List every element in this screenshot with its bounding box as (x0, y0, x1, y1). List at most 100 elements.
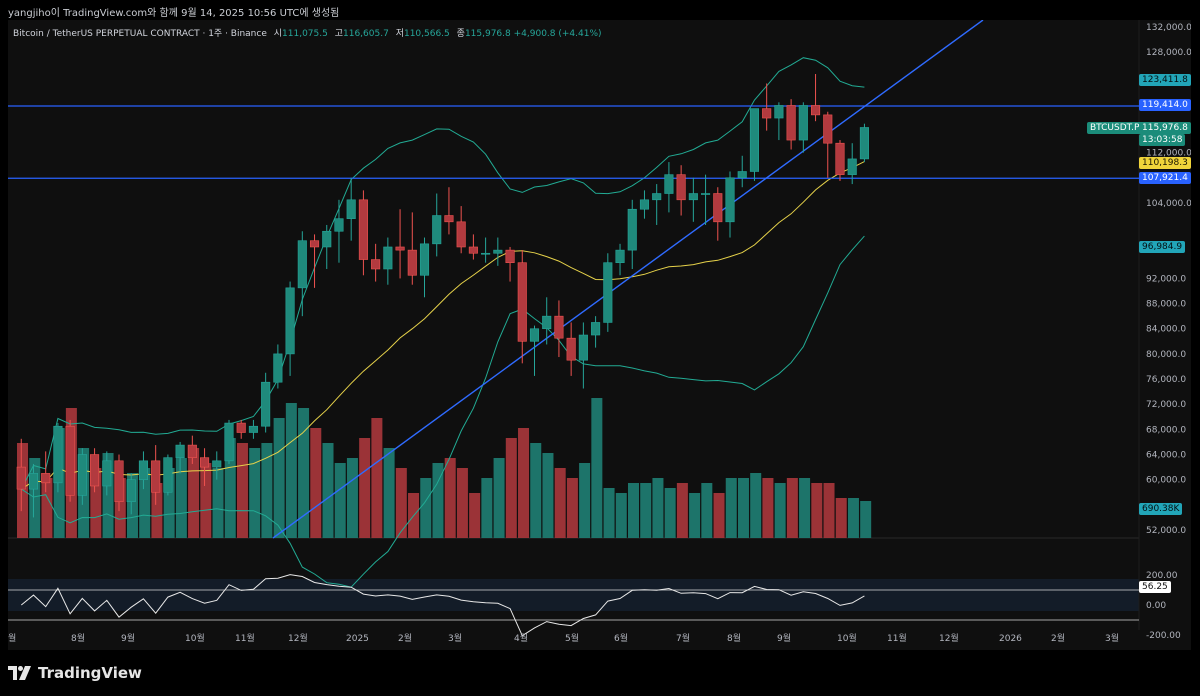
volume-bar (29, 458, 41, 538)
close-value: 115,976.8 (464, 29, 511, 39)
candle[interactable] (737, 171, 747, 179)
candle[interactable] (701, 193, 711, 195)
volume-bar (640, 483, 652, 538)
volume-bar (652, 478, 664, 538)
candle[interactable] (652, 193, 662, 201)
candle[interactable] (676, 174, 686, 201)
candle[interactable] (65, 425, 75, 496)
candle[interactable] (248, 425, 258, 433)
candle[interactable] (126, 479, 136, 502)
candle[interactable] (749, 108, 760, 172)
x-axis-label: 9월 (777, 632, 791, 644)
candle[interactable] (505, 249, 515, 263)
x-axis-label: 월 (8, 632, 16, 644)
high-value: 116,605.7 (343, 29, 389, 39)
tradingview-logo[interactable]: TradingView (8, 664, 142, 682)
candle[interactable] (138, 460, 148, 480)
candle[interactable] (41, 473, 51, 484)
candle[interactable] (309, 240, 320, 248)
y-axis-tick-label: 112,000.0 (1146, 149, 1191, 159)
candle[interactable] (77, 454, 87, 496)
candle[interactable] (810, 105, 821, 116)
candle[interactable] (554, 315, 564, 339)
candle[interactable] (529, 328, 540, 342)
candle[interactable] (224, 422, 234, 462)
candle[interactable] (444, 215, 454, 223)
candle[interactable] (615, 249, 625, 263)
y-axis-tick-label: 80,000.0 (1146, 350, 1186, 360)
volume-bar (591, 398, 603, 538)
candle[interactable] (383, 246, 393, 270)
candle[interactable] (542, 315, 552, 330)
oscillator-tick-label: 200.00 (1146, 571, 1178, 581)
candle[interactable] (285, 287, 295, 355)
candle[interactable] (114, 460, 124, 502)
moving-average-line (21, 161, 865, 490)
candle[interactable] (639, 199, 650, 210)
trend-line[interactable] (272, 20, 984, 539)
candle[interactable] (713, 193, 723, 223)
candle[interactable] (358, 199, 368, 260)
candle[interactable] (419, 243, 430, 276)
candle[interactable] (163, 457, 173, 493)
level-high-tag: 119,414.0 (1139, 99, 1191, 111)
candle[interactable] (90, 454, 100, 487)
oscillator-value-tag: 56.25 (1139, 581, 1171, 593)
candle[interactable] (725, 177, 735, 223)
price-chart[interactable]: 132,000.0 128,000.0 112,000.0 104,000.0 92,0… (8, 20, 1191, 650)
candle[interactable] (53, 425, 63, 484)
candle[interactable] (859, 127, 869, 160)
chart-panel[interactable]: 132,000.0 128,000.0 112,000.0 104,000.0 92,0… (8, 20, 1191, 650)
candle[interactable] (603, 262, 613, 323)
candle[interactable] (762, 108, 772, 119)
candle[interactable] (627, 208, 637, 251)
candle[interactable] (823, 114, 833, 144)
candle[interactable] (151, 460, 161, 493)
candle[interactable] (688, 193, 698, 201)
oscillator-band (8, 579, 1139, 611)
candle[interactable] (481, 252, 491, 255)
candle[interactable] (322, 230, 332, 248)
candle[interactable] (200, 457, 210, 468)
candle[interactable] (664, 174, 674, 194)
candle[interactable] (591, 322, 601, 336)
candle[interactable] (786, 105, 796, 141)
volume-bar (713, 493, 725, 538)
volume-bar (334, 463, 346, 538)
candle[interactable] (334, 218, 344, 232)
candle[interactable] (578, 334, 588, 361)
candle[interactable] (847, 158, 857, 175)
candle[interactable] (456, 221, 466, 248)
candle[interactable] (187, 444, 197, 458)
oscillator-line (20, 574, 865, 637)
y-axis-tick-label: 128,000.0 (1146, 48, 1191, 58)
candle[interactable] (566, 337, 576, 361)
candle[interactable] (346, 199, 356, 219)
volume-bar (505, 438, 517, 538)
candle[interactable] (395, 246, 405, 251)
candle[interactable] (774, 105, 784, 119)
volume-bar (579, 463, 591, 538)
symbol-title[interactable]: Bitcoin / TetherUS PERPETUAL CONTRACT · … (13, 29, 267, 39)
candle[interactable] (16, 466, 26, 490)
candle[interactable] (273, 353, 283, 383)
candle[interactable] (468, 246, 478, 254)
candle[interactable] (28, 473, 39, 490)
volume-bar (371, 418, 383, 538)
candle[interactable] (493, 249, 503, 254)
candle[interactable] (517, 262, 527, 342)
x-axis-label: 11월 (235, 632, 255, 644)
candle[interactable] (261, 381, 271, 427)
candle[interactable] (371, 259, 381, 270)
candle[interactable] (236, 422, 246, 433)
candle[interactable] (102, 460, 112, 487)
candle[interactable] (175, 444, 185, 458)
candle[interactable] (432, 215, 442, 245)
candle[interactable] (407, 249, 417, 276)
volume-bar (493, 458, 505, 538)
volume-bar (689, 493, 701, 538)
candle[interactable] (212, 460, 222, 468)
candle[interactable] (297, 240, 307, 289)
candle[interactable] (798, 105, 808, 141)
candle[interactable] (835, 142, 845, 175)
